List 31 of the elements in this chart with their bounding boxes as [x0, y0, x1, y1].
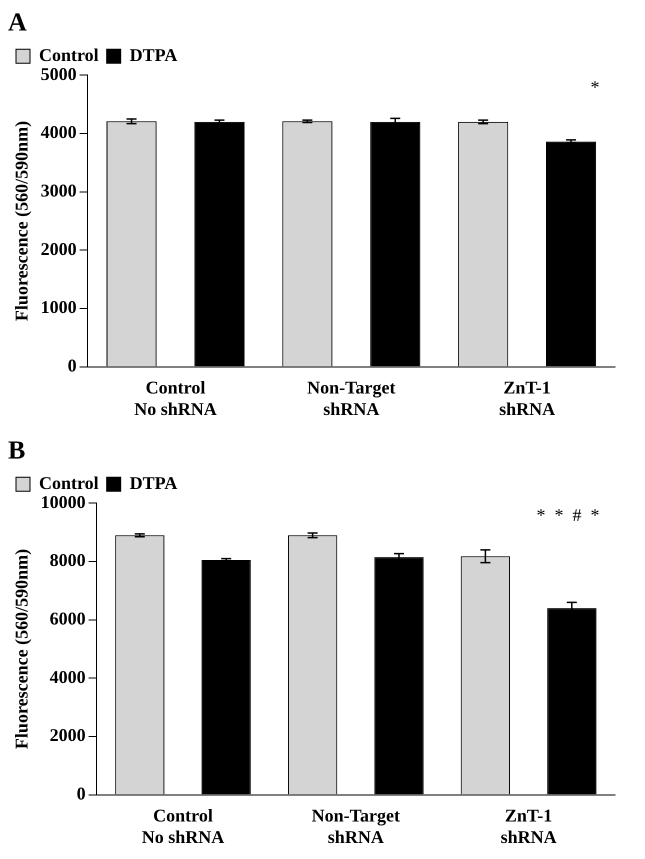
annotation: *: [554, 504, 564, 525]
x-tick-label: Control No shRNA: [134, 377, 217, 419]
legend-label: Control: [39, 44, 99, 65]
y-tick-label: 5000: [40, 64, 77, 84]
y-tick-label: 3000: [40, 180, 77, 200]
legend-label: Control: [39, 472, 99, 493]
y-tick-label: 4000: [40, 122, 77, 142]
y-tick-label: 2000: [40, 238, 77, 259]
x-tick-label: ZnT-1 shRNA: [500, 805, 557, 847]
legend-label: DTPA: [130, 472, 178, 493]
y-tick-label: 1000: [40, 297, 77, 318]
annotation: *: [590, 504, 600, 525]
annotation: #: [572, 504, 582, 525]
y-tick-label: 2000: [50, 725, 86, 746]
chart-title: A: [8, 7, 27, 36]
chart-title: B: [8, 435, 26, 464]
x-tick-label: Control No shRNA: [142, 805, 224, 847]
annotation: *: [536, 504, 546, 525]
y-tick-label: 0: [76, 783, 86, 804]
legend-label: DTPA: [130, 44, 178, 65]
x-tick-label: Non-Target shRNA: [307, 377, 396, 419]
y-axis-title: Fluorescence (560/590nm): [11, 120, 32, 322]
x-tick-label: ZnT-1 shRNA: [499, 377, 556, 419]
y-tick-label: 4000: [50, 666, 86, 687]
y-tick-label: 8000: [50, 550, 86, 570]
y-tick-label: 10000: [40, 492, 86, 512]
x-tick-label: Non-Target shRNA: [312, 805, 400, 847]
y-axis-title: Fluorescence (560/590nm): [11, 548, 32, 750]
y-tick-label: 6000: [50, 608, 86, 628]
y-tick-label: 0: [68, 355, 77, 376]
annotation: *: [590, 76, 600, 97]
